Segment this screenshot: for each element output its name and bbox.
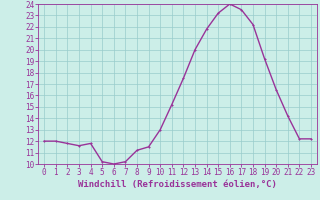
X-axis label: Windchill (Refroidissement éolien,°C): Windchill (Refroidissement éolien,°C) [78,180,277,189]
